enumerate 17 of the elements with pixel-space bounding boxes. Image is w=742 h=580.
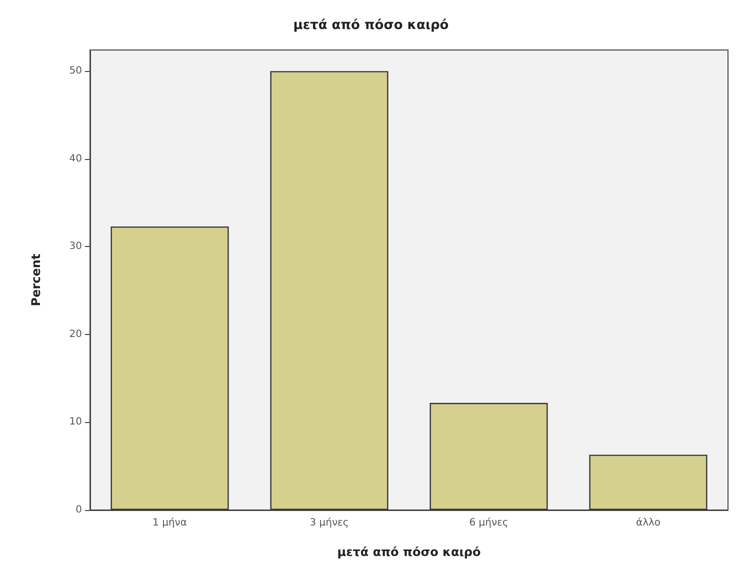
x-tick-label: 1 μήνα <box>152 518 188 528</box>
y-tick-label: 0 <box>76 504 82 516</box>
y-tick-label: 10 <box>69 416 82 428</box>
x-tick-label: 6 μήνες <box>469 518 508 528</box>
bar <box>110 226 229 510</box>
y-tick-label: 20 <box>69 328 82 340</box>
chart-title: μετά από πόσο καιρό <box>293 18 449 33</box>
x-tick-label: 3 μήνες <box>310 518 349 528</box>
bar <box>430 402 548 510</box>
y-axis-title: Percent <box>29 254 43 306</box>
y-tick-label: 50 <box>69 66 82 77</box>
y-tick-label: 40 <box>69 153 82 164</box>
x-tick-label: άλλο <box>636 518 661 528</box>
bar <box>270 71 388 510</box>
x-axis-title: μετά από πόσο καιρό <box>337 545 481 559</box>
bar <box>589 454 708 510</box>
y-tick-label: 30 <box>69 241 82 252</box>
